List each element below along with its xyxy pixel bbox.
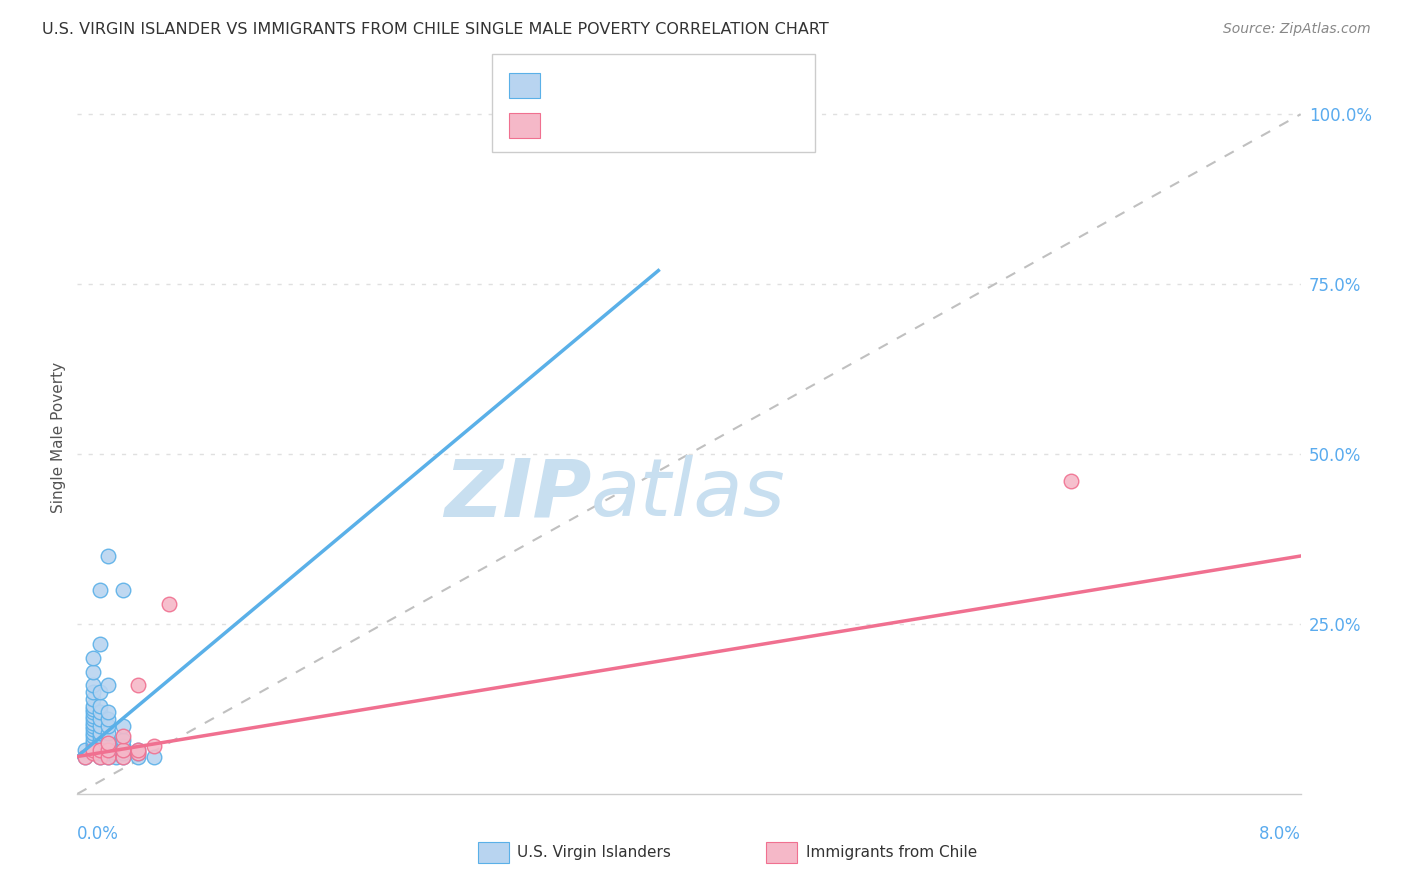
Point [97,725,120,739]
Point [89,739,111,754]
Y-axis label: Single Male Poverty: Single Male Poverty [51,361,66,513]
Point [82,685,104,699]
Point [97,732,120,747]
Point [112,732,135,747]
Point [97,736,120,750]
Text: Source: ZipAtlas.com: Source: ZipAtlas.com [1223,22,1371,37]
Point [82,678,104,692]
Point [142,749,165,764]
Text: 8.0%: 8.0% [1258,825,1301,843]
Point [89,749,111,764]
Point [112,749,135,764]
Text: Immigrants from Chile: Immigrants from Chile [806,846,977,860]
Point [89,749,111,764]
Point [82,725,104,739]
Text: atlas: atlas [591,455,786,533]
Point [104,742,127,756]
Point [97,742,120,756]
Point [97,736,120,750]
Point [112,742,135,756]
Point [82,691,104,706]
Point [112,749,135,764]
Point [97,549,120,563]
Point [128,746,150,760]
Point [82,723,104,737]
Point [112,742,135,756]
Point [82,706,104,720]
Point [97,678,120,692]
Point [82,698,104,713]
Point [82,739,104,754]
Point [89,685,111,699]
Point [82,736,104,750]
Point [89,637,111,651]
Point [97,749,120,764]
Point [112,719,135,733]
Point [104,749,127,764]
Point [82,651,104,665]
Point [128,742,150,756]
Point [112,582,135,597]
Point [142,739,165,754]
Point [82,729,104,743]
Point [112,729,135,743]
Point [89,725,111,739]
Point [73,749,96,764]
Point [1060,475,1083,489]
Point [82,732,104,747]
Point [82,746,104,760]
Point [89,729,111,743]
Point [97,746,120,760]
Text: R = 0.596   N = 60: R = 0.596 N = 60 [548,77,706,95]
Point [89,732,111,747]
Point [89,742,111,756]
Point [89,698,111,713]
Point [89,719,111,733]
Point [82,665,104,679]
Point [97,719,120,733]
Point [112,746,135,760]
Point [97,712,120,726]
Point [82,702,104,716]
Text: U.S. VIRGIN ISLANDER VS IMMIGRANTS FROM CHILE SINGLE MALE POVERTY CORRELATION CH: U.S. VIRGIN ISLANDER VS IMMIGRANTS FROM … [42,22,830,37]
Point [89,706,111,720]
Point [89,736,111,750]
Point [128,746,150,760]
Text: R = 0.465   N = 17: R = 0.465 N = 17 [548,117,706,135]
Point [82,715,104,730]
Point [89,746,111,760]
Point [82,742,104,756]
Point [97,749,120,764]
Point [97,706,120,720]
Point [97,742,120,756]
Point [128,749,150,764]
Point [73,749,96,764]
Point [104,746,127,760]
Text: U.S. Virgin Islanders: U.S. Virgin Islanders [517,846,671,860]
Point [97,739,120,754]
Point [82,719,104,733]
Point [128,742,150,756]
Point [89,582,111,597]
Point [112,739,135,754]
Point [128,678,150,692]
Point [89,712,111,726]
Text: ZIP: ZIP [444,455,591,533]
Point [82,712,104,726]
Point [73,742,96,756]
Point [89,742,111,756]
Text: 0.0%: 0.0% [77,825,120,843]
Point [157,597,180,611]
Point [82,708,104,723]
